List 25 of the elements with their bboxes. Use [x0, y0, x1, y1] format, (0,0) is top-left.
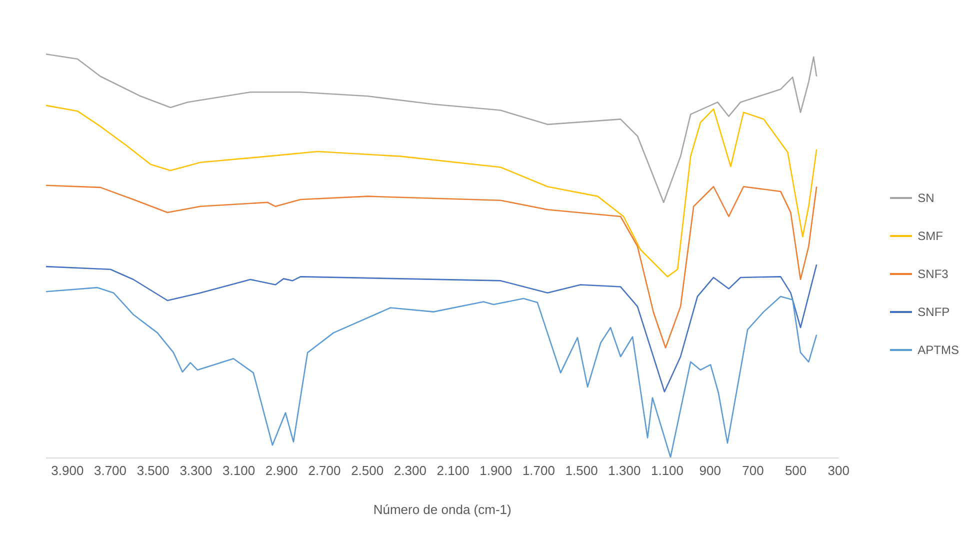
x-tick-label: 3.500 — [136, 463, 170, 478]
x-tick-label: 1.700 — [522, 463, 556, 478]
x-tick-label: 500 — [784, 463, 807, 478]
x-tick-label: 1.500 — [565, 463, 598, 478]
x-tick-label: 3.700 — [94, 463, 127, 478]
x-tick-label: 1.300 — [608, 463, 641, 478]
x-tick-label: 1.100 — [651, 463, 684, 478]
x-tick-label: 2.900 — [265, 463, 298, 478]
legend-label: SNFP — [918, 304, 950, 320]
x-tick-label: 900 — [699, 463, 721, 478]
x-tick-label: 2.100 — [436, 463, 470, 478]
x-tick-label: 2.500 — [351, 463, 384, 478]
x-tick-label: 3.100 — [222, 463, 256, 478]
x-tick-label: 1.900 — [480, 463, 512, 478]
legend-label: SN — [918, 190, 934, 206]
x-tick-label: 2.700 — [308, 463, 341, 478]
legend-label: APTMS — [918, 342, 959, 358]
x-tick-label: 700 — [742, 463, 764, 478]
x-tick-label: 3.300 — [180, 463, 212, 478]
x-axis-title: Número de onda (cm-1) — [373, 502, 512, 517]
x-tick-label: 300 — [828, 463, 850, 478]
legend-label: SNF3 — [918, 266, 948, 282]
x-tick-label: 3.900 — [51, 463, 84, 478]
x-tick-label: 2.300 — [394, 463, 426, 478]
legend-label: SMF — [918, 228, 943, 244]
